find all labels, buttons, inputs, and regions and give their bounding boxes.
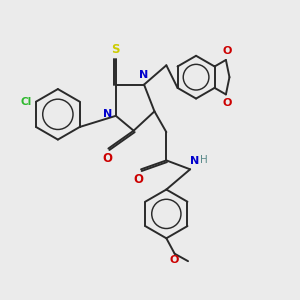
Text: O: O <box>222 98 232 108</box>
Text: O: O <box>169 255 179 265</box>
Text: O: O <box>222 46 232 56</box>
Text: N: N <box>190 156 200 166</box>
Text: H: H <box>200 155 207 165</box>
Text: N: N <box>140 70 149 80</box>
Text: S: S <box>112 43 120 56</box>
Text: N: N <box>103 109 112 119</box>
Text: Cl: Cl <box>20 97 32 107</box>
Text: O: O <box>133 173 143 186</box>
Text: O: O <box>102 152 112 165</box>
